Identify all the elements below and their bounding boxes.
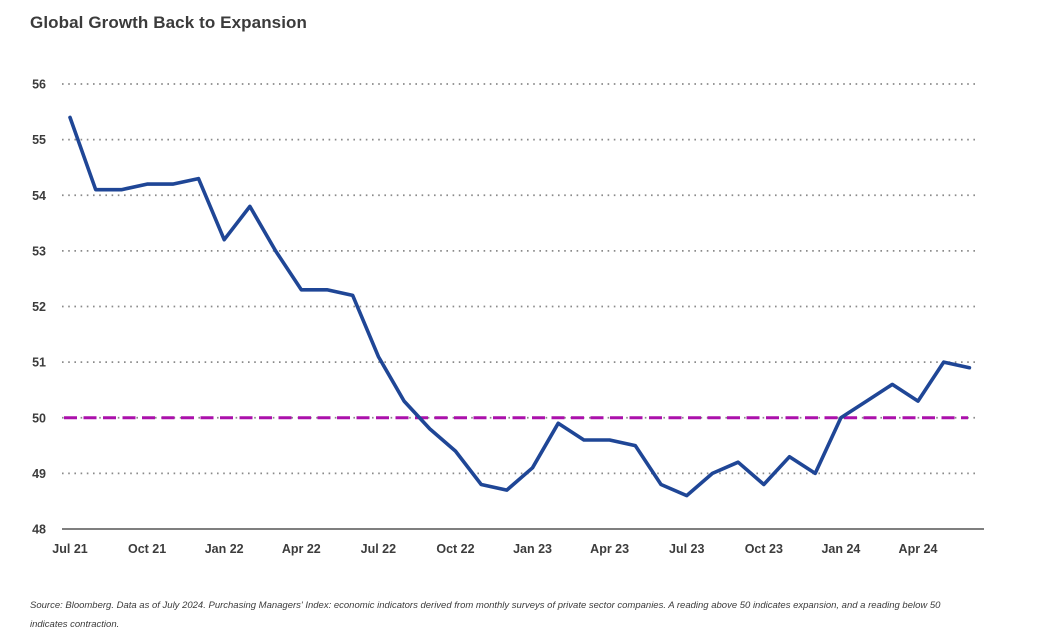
y-tick-label: 54: [32, 189, 46, 203]
page-title: Global Growth Back to Expansion: [30, 13, 308, 32]
x-tick-label: Oct 21: [128, 542, 166, 556]
x-tick-label: Jan 24: [821, 542, 860, 556]
x-tick-label: Apr 23: [590, 542, 629, 556]
y-tick-label: 53: [32, 244, 46, 258]
y-tick-label: 56: [32, 78, 46, 92]
y-tick-label: 48: [32, 523, 46, 537]
x-tick-label: Jul 23: [669, 542, 704, 556]
pmi-line-chart: 48 49 50 51 52 53 54 55 56 Jul 21 Oct 21 Jan 22 Apr …: [32, 78, 984, 556]
y-tick-label: 49: [32, 467, 46, 481]
y-tick-label: 51: [32, 356, 46, 370]
x-tick-label: Jul 22: [361, 542, 396, 556]
y-tick-label: 52: [32, 300, 46, 314]
y-tick-label: 50: [32, 411, 46, 425]
x-tick-label: Jan 23: [513, 542, 552, 556]
x-tick-label: Apr 22: [282, 542, 321, 556]
y-tick-label: 55: [32, 133, 46, 147]
x-tick-label: Jul 21: [52, 542, 87, 556]
x-tick-label: Jan 22: [205, 542, 244, 556]
x-tick-label: Oct 23: [745, 542, 783, 556]
source-note: Source: Bloomberg. Data as of July 2024.…: [30, 600, 941, 630]
pmi-series-line: [68, 115, 972, 498]
x-tick-label: Apr 24: [899, 542, 938, 556]
x-tick-label: Oct 22: [436, 542, 474, 556]
